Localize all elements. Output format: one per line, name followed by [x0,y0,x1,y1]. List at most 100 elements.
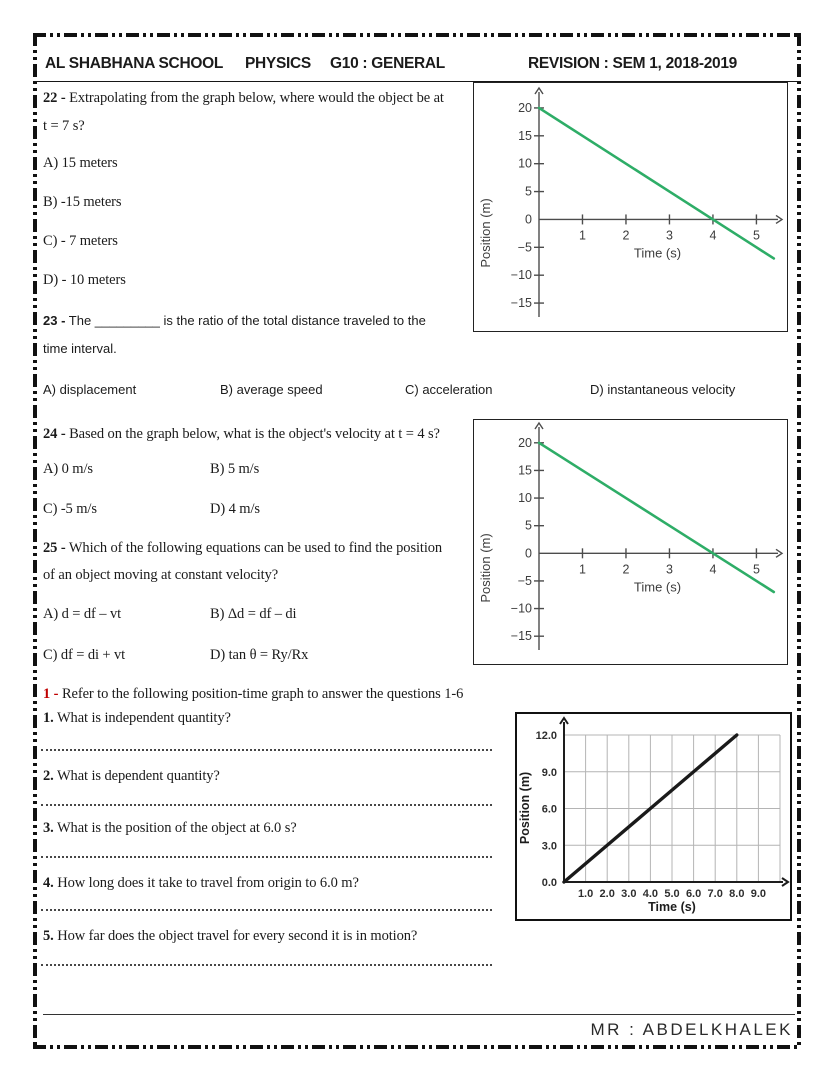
svg-text:7.0: 7.0 [708,888,723,900]
question-25-option-c: C) df = di + vt [43,647,126,663]
question-23-option-b: B) average speed [220,382,323,397]
answer-line-3 [41,856,492,858]
svg-text:4: 4 [709,562,716,576]
svg-text:5: 5 [525,519,532,533]
svg-text:−10: −10 [511,268,532,282]
svg-text:−15: −15 [511,296,532,310]
question-24-option-c: C) -5 m/s [43,501,97,517]
question-22-option-a: A) 15 meters [43,155,118,171]
question-22-line2: t = 7 s? [43,118,85,134]
question-23-option-c: C) acceleration [405,382,493,397]
header-grade: G10 : GENERAL [330,55,445,72]
svg-text:2: 2 [622,228,629,242]
border-left [33,33,37,1049]
svg-text:4: 4 [709,228,716,242]
svg-text:6.0: 6.0 [686,888,701,900]
svg-text:15: 15 [518,463,532,477]
answer-line-5 [41,964,492,966]
question-22-option-b: B) -15 meters [43,194,122,210]
sub-question-3: 3. What is the position of the object at… [43,820,297,836]
question-22-line1: 22 - Extrapolating from the graph below,… [43,90,444,106]
svg-text:5: 5 [525,185,532,199]
question-23-number: 23 - [43,313,66,328]
question-23-option-a: A) displacement [43,382,137,397]
svg-text:10: 10 [518,157,532,171]
svg-text:1: 1 [579,228,586,242]
section-intro: 1 - Refer to the following position-time… [43,686,463,703]
question-23-line2: time interval. [43,341,117,356]
svg-text:Position (m): Position (m) [478,533,493,602]
question-24-option-d: D) 4 m/s [210,501,260,517]
svg-text:0.0: 0.0 [542,877,557,889]
svg-text:2: 2 [622,562,629,576]
header-divider [33,81,801,82]
svg-text:3.0: 3.0 [542,840,557,852]
svg-text:5: 5 [753,562,760,576]
page-border [33,33,801,1049]
border-top [33,33,801,37]
sub-question-5: 5. How far does the object travel for ev… [43,928,418,944]
svg-text:3.0: 3.0 [621,888,636,900]
svg-text:5.0: 5.0 [664,888,679,900]
svg-text:0: 0 [525,212,532,226]
svg-text:−10: −10 [511,602,532,616]
svg-text:1: 1 [579,562,586,576]
graph-box-q22: 1 2 3 4 5 −15 −10 −5 0 5 10 15 20 Time (s) Position (m… [473,82,788,332]
svg-text:5: 5 [753,228,760,242]
question-23-line1: 23 - The _________ is the ratio of the t… [43,313,426,328]
svg-text:20: 20 [518,101,532,115]
svg-text:3: 3 [666,562,673,576]
svg-text:9.0: 9.0 [751,888,766,900]
graph-box-q24: 1 2 3 4 5 −15 −10 −5 0 5 10 15 20 Time (s) Position (m… [473,419,788,665]
svg-text:Time (s): Time (s) [634,579,681,594]
question-23-option-d: D) instantaneous velocity [590,382,736,397]
svg-text:3: 3 [666,228,673,242]
sub-question-4: 4. How long does it take to travel from … [43,875,359,891]
answer-line-1 [41,749,492,751]
position-time-graph-questions1-6: 1.0 2.0 3.0 4.0 5.0 6.0 7.0 8.0 9.0 0.0 3.0 6.0 9.0 1… [517,714,790,924]
svg-text:−5: −5 [518,574,532,588]
question-25-line1: 25 - Which of the following equations ca… [43,540,443,556]
answer-line-4 [41,909,492,911]
svg-text:4.0: 4.0 [643,888,658,900]
question-25-line2: of an object moving at constant velocity… [43,567,279,583]
svg-text:−5: −5 [518,240,532,254]
svg-text:15: 15 [518,129,532,143]
svg-text:−15: −15 [511,629,532,643]
sub-question-1: 1. What is independent quantity? [43,710,231,726]
sub-question-2: 2. What is dependent quantity? [43,768,220,784]
footer-divider [43,1014,795,1015]
question-25-option-a: A) d = df – vt [43,606,122,622]
position-time-graph-q22: 1 2 3 4 5 −15 −10 −5 0 5 10 15 20 Time (s) Position (m… [474,83,787,334]
svg-text:Time (s): Time (s) [648,900,696,914]
header-subject: PHYSICS [245,55,311,72]
question-24-option-a: A) 0 m/s [43,461,93,477]
svg-text:8.0: 8.0 [729,888,744,900]
svg-text:Position (m): Position (m) [478,198,493,267]
header-school: AL SHABHANA SCHOOL [45,55,224,72]
svg-text:Position (m): Position (m) [518,772,532,844]
svg-text:1.0: 1.0 [578,888,593,900]
question-24-option-b: B) 5 m/s [210,461,260,477]
svg-text:0: 0 [525,546,532,560]
svg-text:2.0: 2.0 [600,888,615,900]
position-time-graph-q24: 1 2 3 4 5 −15 −10 −5 0 5 10 15 20 Time (s) Position (m… [474,420,787,667]
header-revision: REVISION : SEM 1, 2018-2019 [528,55,737,72]
section-intro-text: Refer to the following position-time gra… [61,686,464,702]
svg-text:12.0: 12.0 [536,730,557,742]
graph-box-questions1-6: 1.0 2.0 3.0 4.0 5.0 6.0 7.0 8.0 9.0 0.0 3.0 6.0 9.0 1… [515,712,792,921]
question-24-line1: 24 - Based on the graph below, what is t… [43,426,440,442]
svg-text:Time (s): Time (s) [634,245,681,260]
svg-text:6.0: 6.0 [542,804,557,816]
question-22-option-c: C) - 7 meters [43,233,118,249]
question-25-number: 25 - [43,540,66,556]
question-22-option-d: D) - 10 meters [43,272,126,288]
section-intro-number: 1 - [43,686,59,702]
border-bottom [33,1045,801,1049]
question-25-option-b: B) Δd = df – di [210,606,297,622]
svg-text:20: 20 [518,436,532,450]
teacher-name: MR : ABDELKHALEK [590,1020,793,1039]
svg-text:9.0: 9.0 [542,767,557,779]
answer-line-2 [41,804,492,806]
